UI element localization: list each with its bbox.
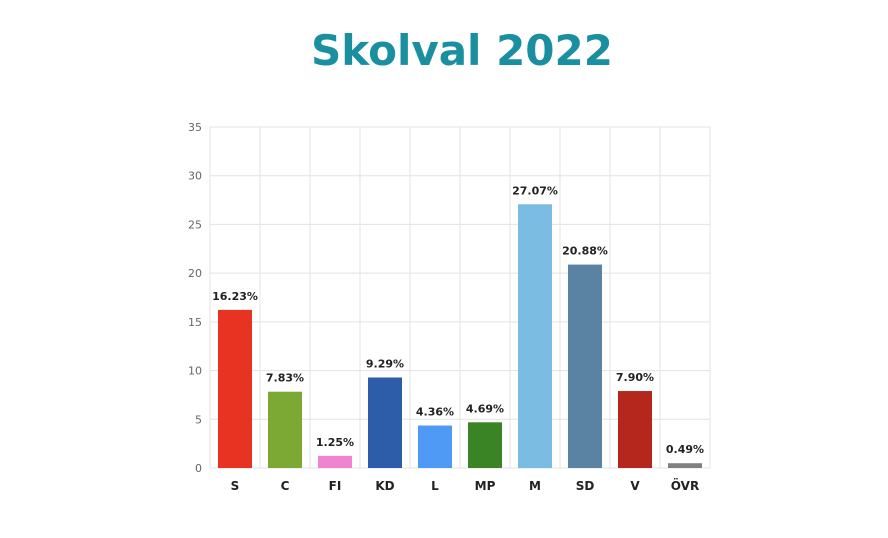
x-tick-label: MP: [475, 479, 496, 493]
data-label: 1.25%: [316, 436, 354, 449]
data-label: 4.69%: [466, 402, 504, 415]
bar-sd: [568, 264, 602, 468]
y-tick-label: 30: [188, 170, 202, 183]
y-tick-label: 25: [188, 218, 202, 231]
bar-c: [268, 391, 302, 468]
data-label: 4.36%: [416, 406, 454, 419]
bar-l: [418, 425, 452, 468]
x-tick-label: L: [431, 479, 439, 493]
x-tick-label: FI: [329, 479, 342, 493]
data-label: 20.88%: [562, 245, 608, 258]
x-tick-label: SD: [576, 479, 595, 493]
x-tick-label: S: [231, 479, 240, 493]
bar-kd: [368, 377, 402, 468]
data-label: 16.23%: [212, 290, 258, 303]
data-label: 7.90%: [616, 371, 654, 384]
data-label: 27.07%: [512, 184, 558, 197]
y-tick-label: 10: [188, 365, 202, 378]
data-label: 0.49%: [666, 443, 704, 456]
bar-övr: [668, 463, 702, 468]
x-tick-label: ÖVR: [671, 478, 699, 493]
bar-fi: [318, 455, 352, 468]
data-label: 7.83%: [266, 372, 304, 385]
bar-s: [218, 309, 252, 468]
bar-mp: [468, 422, 502, 468]
y-tick-label: 5: [195, 413, 202, 426]
x-tick-label: KD: [375, 479, 394, 493]
data-label: 9.29%: [366, 357, 404, 370]
bar-m: [518, 204, 552, 468]
chart-title: Skolval 2022: [311, 26, 613, 75]
y-tick-label: 0: [195, 462, 202, 475]
y-tick-label: 15: [188, 316, 202, 329]
y-tick-label: 20: [188, 267, 202, 280]
y-tick-label: 35: [188, 121, 202, 134]
x-tick-label: V: [630, 479, 640, 493]
x-tick-label: C: [281, 479, 290, 493]
x-tick-label: M: [529, 479, 541, 493]
bar-v: [618, 391, 652, 468]
